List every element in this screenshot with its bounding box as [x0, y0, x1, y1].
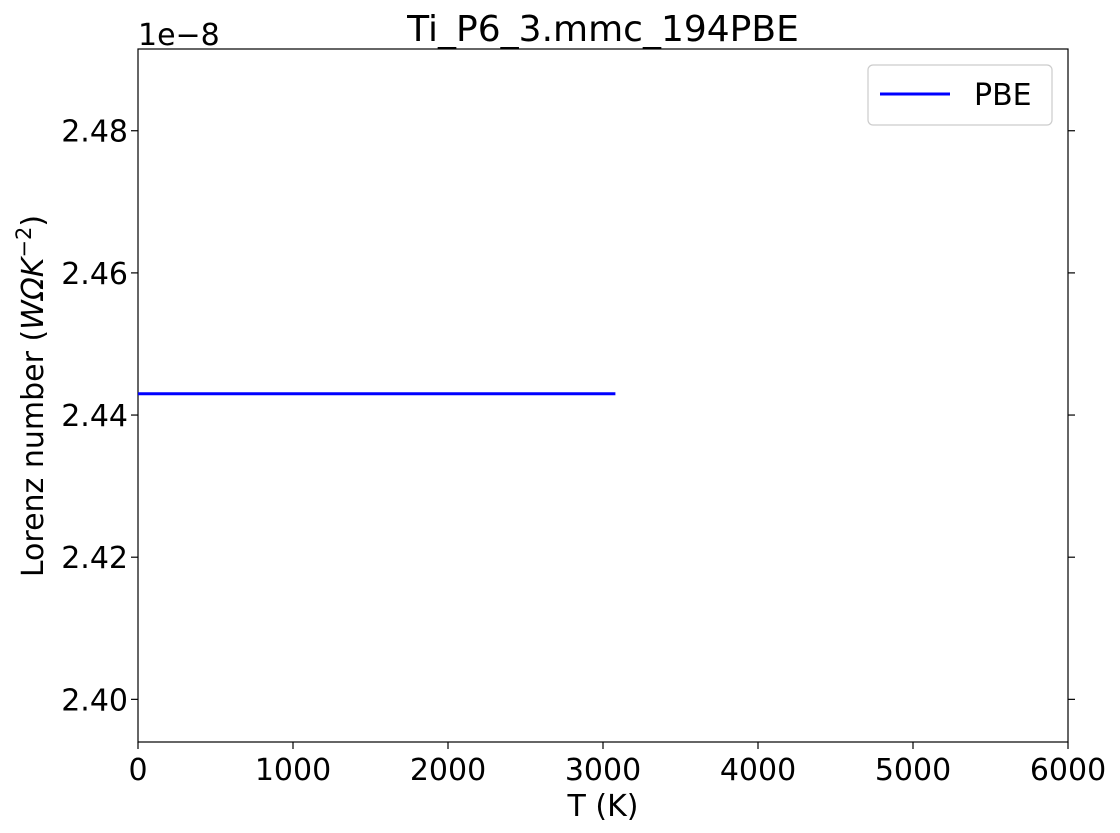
y-tick-label: 2.44 [61, 399, 128, 434]
x-tick-label: 4000 [720, 753, 796, 788]
x-axis-label: T (K) [567, 789, 639, 824]
y-axis-label-text: Lorenz number ( [16, 330, 51, 577]
y-axis-label-close: ) [16, 215, 51, 227]
x-tick-label: 0 [128, 753, 147, 788]
y-tick-label: 2.40 [61, 683, 128, 718]
y-axis-ticks: 2.40 2.42 2.44 2.46 2.48 [61, 115, 1075, 718]
y-offset-label: 1e−8 [138, 18, 220, 53]
x-tick-label: 2000 [410, 753, 486, 788]
legend-label-pbe: PBE [974, 78, 1032, 113]
y-axis-label-unit: WΩK [16, 255, 51, 330]
y-tick-label: 2.46 [61, 257, 128, 292]
x-tick-label: 3000 [565, 753, 641, 788]
y-tick-label: 2.42 [61, 541, 128, 576]
x-tick-label: 5000 [875, 753, 951, 788]
plot-area-frame [137, 48, 1069, 743]
legend-box [867, 64, 1053, 126]
chart-title: Ti_P6_3.mmc_194PBE [406, 9, 799, 50]
x-tick-label: 1000 [255, 753, 331, 788]
y-tick-label: 2.48 [61, 115, 128, 150]
y-axis-label: Lorenz number (WΩK−2) [12, 215, 51, 577]
x-tick-label: 6000 [1030, 753, 1106, 788]
y-axis-label-exponent: −2 [12, 227, 36, 258]
x-axis-ticks: 0 1000 2000 3000 4000 5000 6000 [128, 742, 1106, 788]
legend: PBE [867, 64, 1053, 126]
